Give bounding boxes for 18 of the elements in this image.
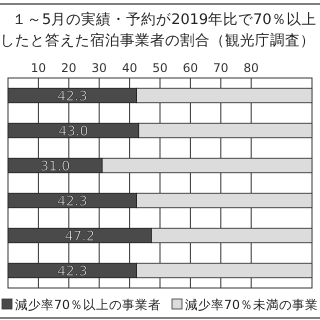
data-label: 42.3 [57,88,88,104]
x-tick-label: 40 [122,61,138,75]
data-label: 42.3 [57,264,88,280]
data-label: 31.0 [40,158,70,174]
x-tick-label: 50 [152,61,168,75]
data-label: 47.2 [64,228,95,244]
x-tick-label: 30 [92,61,107,75]
data-label: 43.0 [58,124,88,140]
x-tick-label: 80 [244,61,259,75]
legend-label: 減少率70％以上の事業者 [15,297,161,312]
x-tick-label: 70 [213,61,228,75]
data-label: 42.3 [57,194,88,210]
chart-subtitle: したと答えた宿泊事業者の割合（観光庁調査） [0,32,315,49]
x-tick-label: 10 [30,61,46,75]
chart-title: １～5月の実績・予約が2019年比で70％以上 [12,11,317,28]
x-tick-label: 60 [182,61,198,75]
legend-label: 減少率70％未満の事業 [185,297,318,312]
x-tick-label: 20 [61,61,76,75]
